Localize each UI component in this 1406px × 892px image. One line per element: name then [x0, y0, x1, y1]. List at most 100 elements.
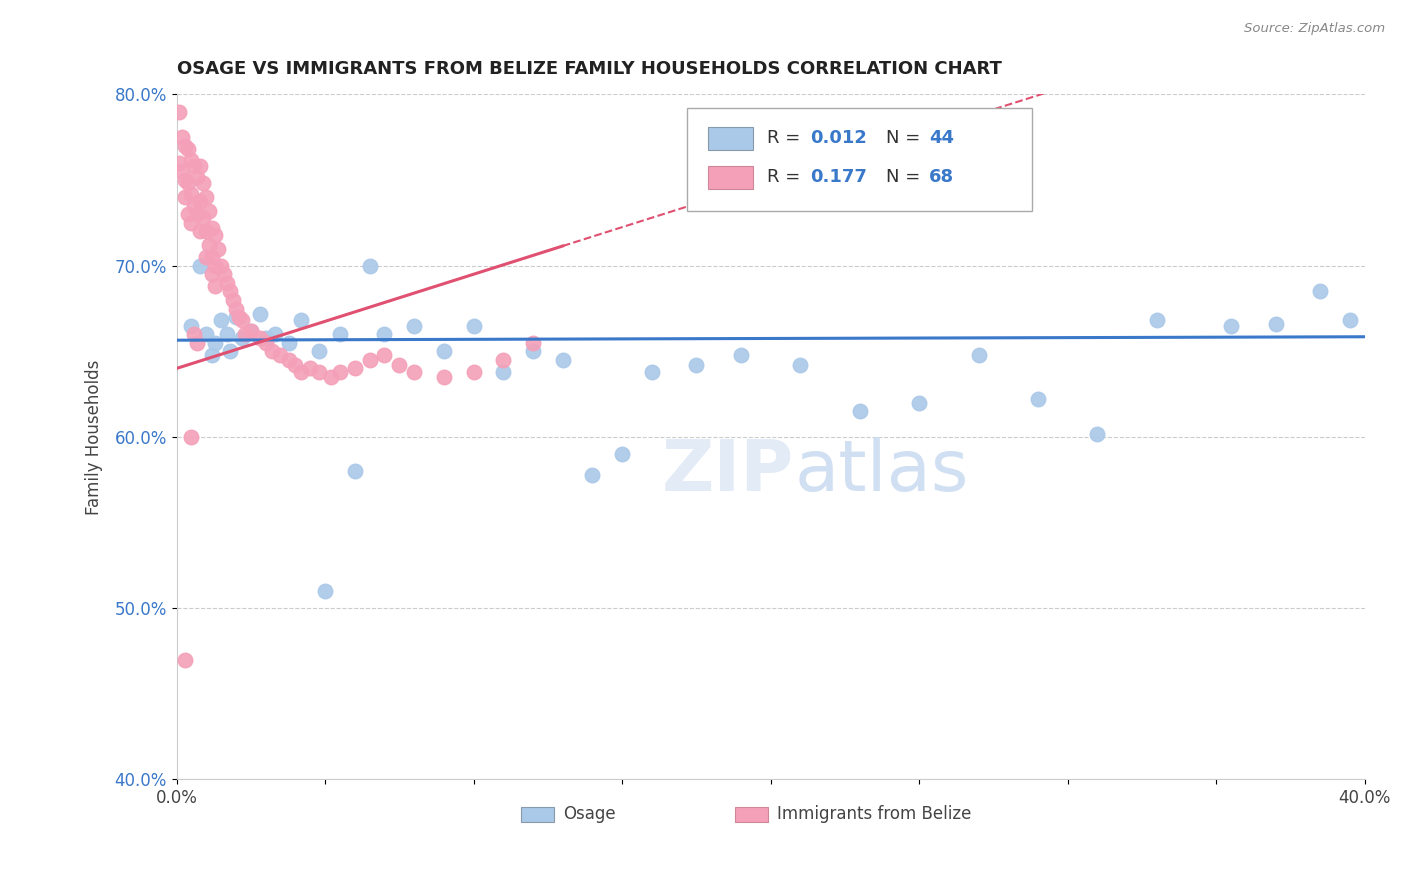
Point	[188, 259, 211, 273]
Point	[219, 285, 242, 299]
Point	[183, 199, 205, 213]
Point	[195, 327, 218, 342]
Point	[492, 352, 515, 367]
Point	[849, 404, 872, 418]
Point	[201, 221, 224, 235]
Point	[581, 467, 603, 482]
Point	[463, 318, 485, 333]
Point	[188, 160, 211, 174]
Point	[492, 365, 515, 379]
Point	[1087, 426, 1109, 441]
Text: Immigrants from Belize: Immigrants from Belize	[776, 805, 972, 823]
Point	[730, 348, 752, 362]
Point	[231, 330, 253, 344]
Point	[180, 430, 202, 444]
Point	[193, 211, 215, 225]
Point	[967, 348, 990, 362]
FancyBboxPatch shape	[707, 166, 752, 189]
Point	[198, 238, 221, 252]
Point	[314, 584, 336, 599]
Point	[463, 365, 485, 379]
Point	[343, 464, 366, 478]
Point	[319, 370, 342, 384]
Point	[180, 318, 202, 333]
Point	[188, 224, 211, 238]
Point	[1309, 285, 1331, 299]
Point	[254, 330, 277, 344]
Point	[433, 370, 456, 384]
Point	[299, 361, 322, 376]
Point	[188, 194, 211, 208]
Point	[278, 335, 301, 350]
Point	[212, 267, 235, 281]
Point	[209, 313, 232, 327]
Point	[183, 160, 205, 174]
Point	[177, 142, 200, 156]
Point	[343, 361, 366, 376]
Point	[172, 164, 194, 178]
Point	[329, 327, 352, 342]
Point	[201, 267, 224, 281]
Point	[789, 358, 811, 372]
Text: Source: ZipAtlas.com: Source: ZipAtlas.com	[1244, 22, 1385, 36]
Point	[254, 335, 277, 350]
Text: 68: 68	[929, 168, 953, 186]
Point	[359, 352, 381, 367]
Point	[174, 173, 197, 187]
Point	[329, 365, 352, 379]
Point	[225, 301, 247, 316]
Point	[186, 169, 208, 184]
Text: 44: 44	[929, 128, 953, 146]
Point	[239, 324, 262, 338]
Point	[177, 207, 200, 221]
Point	[195, 250, 218, 264]
Point	[204, 227, 226, 242]
Point	[308, 344, 330, 359]
Point	[174, 138, 197, 153]
Point	[222, 293, 245, 307]
Point	[183, 327, 205, 342]
Point	[290, 365, 312, 379]
Point	[180, 186, 202, 201]
Point	[610, 447, 633, 461]
Point	[1220, 318, 1243, 333]
Point	[284, 358, 307, 372]
Point	[186, 335, 208, 350]
Text: R =: R =	[768, 168, 806, 186]
Point	[233, 327, 256, 342]
Point	[186, 207, 208, 221]
FancyBboxPatch shape	[688, 108, 1032, 211]
FancyBboxPatch shape	[707, 127, 752, 150]
Point	[239, 324, 262, 338]
Point	[1026, 392, 1049, 407]
Point	[641, 365, 664, 379]
Point	[193, 177, 215, 191]
Point	[404, 365, 426, 379]
Text: ZIP: ZIP	[662, 437, 794, 506]
Point	[908, 395, 931, 409]
Point	[172, 130, 194, 145]
Text: Osage: Osage	[562, 805, 616, 823]
Text: atlas: atlas	[794, 437, 969, 506]
Point	[522, 344, 544, 359]
Text: 0.012: 0.012	[810, 128, 866, 146]
Point	[433, 344, 456, 359]
Point	[195, 190, 218, 204]
Point	[388, 358, 411, 372]
Point	[215, 276, 238, 290]
Point	[207, 242, 229, 256]
FancyBboxPatch shape	[522, 807, 554, 822]
Point	[174, 652, 197, 666]
Point	[404, 318, 426, 333]
Point	[225, 310, 247, 324]
Point	[228, 310, 250, 324]
Point	[522, 335, 544, 350]
Point	[204, 279, 226, 293]
Point	[219, 344, 242, 359]
Point	[269, 348, 291, 362]
Point	[249, 330, 271, 344]
Text: 0.177: 0.177	[810, 168, 866, 186]
Point	[685, 358, 707, 372]
Point	[260, 344, 283, 359]
Point	[215, 327, 238, 342]
